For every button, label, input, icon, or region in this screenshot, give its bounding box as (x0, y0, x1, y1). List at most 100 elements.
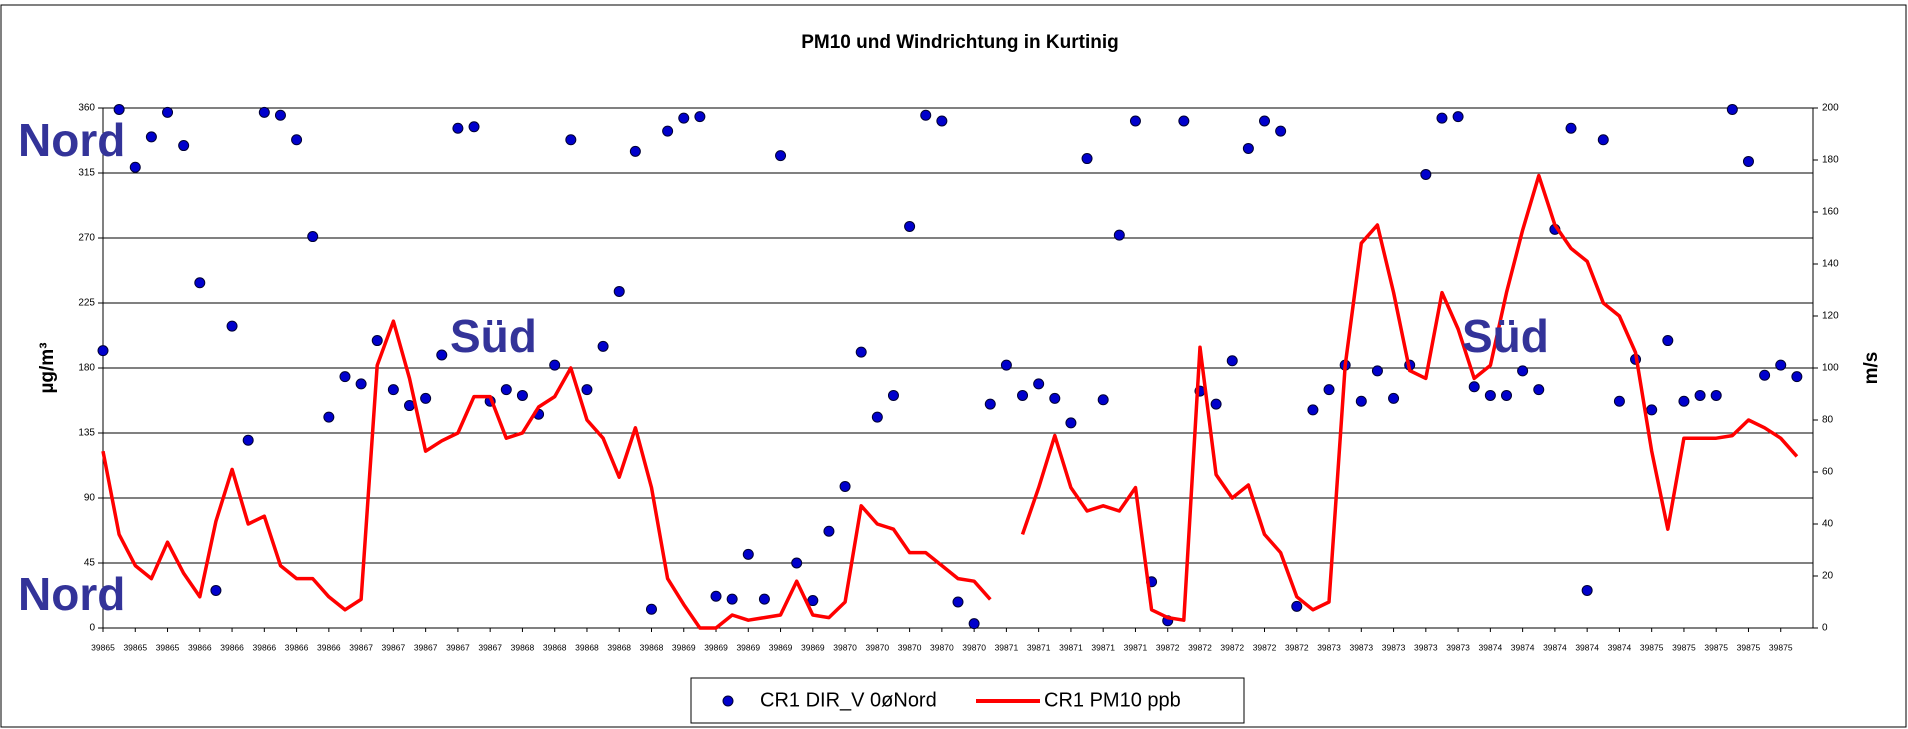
x-tick-label: 39868 (640, 642, 664, 652)
x-tick-label: 39870 (930, 642, 954, 652)
chart-title: PM10 und Windrichtung in Kurtinig (801, 32, 1119, 53)
scatter-point (936, 115, 948, 127)
scatter-point (113, 103, 125, 115)
y2-tick-label: 80 (1822, 415, 1834, 426)
scatter-point (1129, 115, 1141, 127)
x-tick-label: 39871 (1059, 642, 1083, 652)
x-tick-label: 39875 (1704, 642, 1728, 652)
y2-tick-label: 120 (1822, 311, 1839, 322)
x-tick-label: 39868 (607, 642, 631, 652)
scatter-point (242, 434, 254, 446)
y2-tick-label: 40 (1822, 519, 1834, 530)
y2-tick-label: 0 (1822, 623, 1828, 634)
y2-tick-label: 20 (1822, 571, 1834, 582)
scatter-point (710, 590, 722, 602)
scatter-point (775, 150, 787, 162)
scatter-point (645, 603, 657, 615)
scatter-point (1710, 389, 1722, 401)
y-tick-label: 45 (84, 558, 96, 569)
x-tick-label: 39873 (1349, 642, 1373, 652)
x-tick-label: 39868 (575, 642, 599, 652)
scatter-point (226, 320, 238, 332)
x-tick-label: 39869 (801, 642, 825, 652)
scatter-point (565, 134, 577, 146)
x-tick-label: 39875 (1769, 642, 1793, 652)
y2-axis-label: m/s (1861, 352, 1882, 385)
scatter-point (1017, 389, 1029, 401)
x-tick-label: 39865 (91, 642, 115, 652)
scatter-point (436, 349, 448, 361)
x-tick-label: 39873 (1317, 642, 1341, 652)
x-tick-label: 39867 (446, 642, 470, 652)
scatter-point (1436, 112, 1448, 124)
scatter-point (1388, 392, 1400, 404)
y2-tick-label: 100 (1822, 363, 1839, 374)
scatter-point (742, 548, 754, 560)
scatter-point (1694, 389, 1706, 401)
x-tick-label: 39867 (349, 642, 373, 652)
scatter-point (984, 398, 996, 410)
y-tick-label: 90 (84, 493, 96, 504)
y-axis-label: µg/m³ (37, 342, 58, 393)
scatter-point (1726, 103, 1738, 115)
x-tick-label: 39872 (1156, 642, 1180, 652)
x-tick-label: 39871 (1027, 642, 1051, 652)
x-tick-label: 39874 (1479, 642, 1503, 652)
scatter-point (307, 231, 319, 243)
x-tick-label: 39870 (833, 642, 857, 652)
scatter-point (1742, 155, 1754, 167)
scatter-point (1210, 398, 1222, 410)
scatter-point (452, 122, 464, 134)
x-tick-label: 39873 (1382, 642, 1406, 652)
scatter-point (1452, 111, 1464, 123)
scatter-point (1081, 153, 1093, 165)
legend-marker (722, 695, 734, 707)
scatter-point (1678, 395, 1690, 407)
scatter-point (1355, 395, 1367, 407)
y-tick-label: 135 (78, 428, 95, 439)
scatter-point (371, 335, 383, 347)
scatter-point (1323, 384, 1335, 396)
legend-box (690, 677, 1245, 724)
scatter-point (339, 371, 351, 383)
scatter-point (662, 125, 674, 137)
scatter-point (694, 111, 706, 123)
x-tick-label: 39873 (1446, 642, 1470, 652)
scatter-point (1275, 125, 1287, 137)
scatter-point (549, 359, 561, 371)
scatter-point (162, 106, 174, 118)
scatter-point (1581, 584, 1593, 596)
scatter-point (468, 121, 480, 133)
x-tick-label: 39870 (866, 642, 890, 652)
scatter-point (516, 389, 528, 401)
x-tick-label: 39873 (1414, 642, 1438, 652)
x-tick-label: 39872 (1220, 642, 1244, 652)
scatter-point (1226, 355, 1238, 367)
x-tick-label: 39865 (156, 642, 180, 652)
scatter-point (178, 140, 190, 152)
chart-border (0, 4, 1907, 728)
scatter-point (1791, 371, 1803, 383)
scatter-point (855, 346, 867, 358)
x-tick-label: 39866 (285, 642, 309, 652)
scatter-point (791, 557, 803, 569)
scatter-point (1065, 417, 1077, 429)
annotation: Nord (18, 114, 125, 166)
scatter-point (1371, 365, 1383, 377)
x-tick-label: 39871 (1091, 642, 1115, 652)
scatter-point (1613, 395, 1625, 407)
scatter-point (387, 384, 399, 396)
scatter-point (581, 384, 593, 396)
scatter-point (1000, 359, 1012, 371)
scatter-point (194, 277, 206, 289)
x-tick-label: 39866 (253, 642, 277, 652)
scatter-point (1500, 389, 1512, 401)
scatter-point (839, 480, 851, 492)
x-tick-label: 39866 (188, 642, 212, 652)
scatter-point (1049, 392, 1061, 404)
scatter-point (1646, 404, 1658, 416)
scatter-point (291, 134, 303, 146)
scatter-point (145, 131, 157, 143)
scatter-point (1517, 365, 1529, 377)
